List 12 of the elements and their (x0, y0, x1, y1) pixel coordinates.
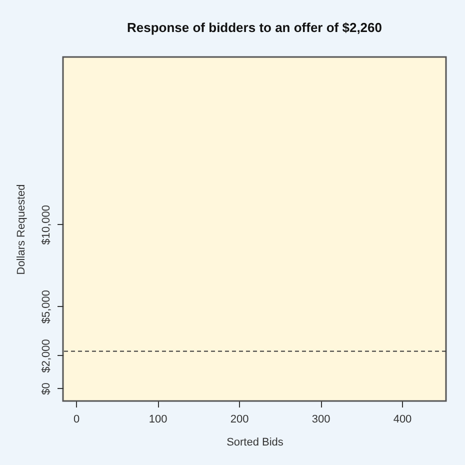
x-tick-label: 0 (73, 414, 80, 426)
y-tick-label: $2,000 (40, 339, 52, 373)
x-tick-label: 300 (312, 414, 330, 426)
x-tick-label: 100 (148, 414, 168, 426)
y-tick-label: $10,000 (40, 205, 52, 245)
chart-title: Response of bidders to an offer of $2,260 (127, 20, 382, 35)
y-axis-title: Dollars Requested (16, 184, 28, 275)
x-tick-label: 200 (230, 414, 249, 426)
y-tick-label: $0 (40, 382, 52, 395)
x-tick-label: 400 (393, 414, 412, 426)
x-axis-title: Sorted Bids (226, 436, 284, 448)
y-tick-label: $5,000 (40, 290, 52, 324)
